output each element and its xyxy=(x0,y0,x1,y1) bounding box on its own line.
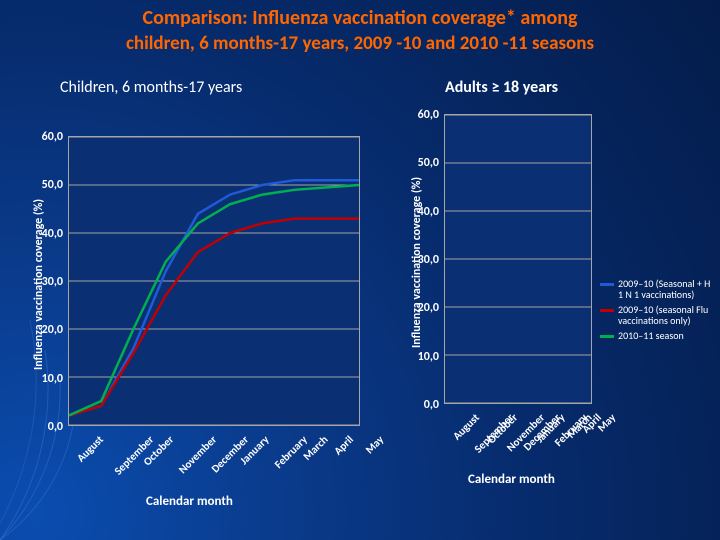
y-tick: 20,0 xyxy=(42,323,63,337)
slide-title: Comparison: Influenza vaccination covera… xyxy=(0,6,720,55)
y-tick: 20,0 xyxy=(418,301,439,315)
legend-swatch xyxy=(600,335,614,338)
y-tick: 10,0 xyxy=(42,372,63,386)
plot-area-left: 0,010,020,030,040,050,060,0 AugustSeptem… xyxy=(68,136,360,426)
series-line xyxy=(69,219,359,416)
legend: 2009–10 (Seasonal + H 1 N 1 vaccinations… xyxy=(600,278,714,345)
chart-children: Influenza vaccination coverage (%) 0,010… xyxy=(26,130,386,510)
slide-root: Comparison: Influenza vaccination covera… xyxy=(0,0,720,540)
y-tick: 0,0 xyxy=(424,398,439,412)
legend-item: 2009–10 (Seasonal + H 1 N 1 vaccinations… xyxy=(600,278,714,300)
x-label: April xyxy=(331,433,356,458)
y-tick: 30,0 xyxy=(418,253,439,267)
y-tick: 0,0 xyxy=(48,420,63,434)
subtitle-adults: Adults ≥ 18 years xyxy=(445,78,558,97)
y-tick: 60,0 xyxy=(42,130,63,144)
y-tick: 60,0 xyxy=(418,108,439,122)
legend-swatch xyxy=(600,283,614,286)
legend-item: 2010–11 season xyxy=(600,330,714,341)
legend-label: 2009–10 (Seasonal + H 1 N 1 vaccinations… xyxy=(618,278,714,300)
x-label: August xyxy=(74,433,106,465)
subtitle-children: Children, 6 months-17 years xyxy=(60,78,242,97)
title-line1: Comparison: Influenza vaccination covera… xyxy=(0,6,720,30)
plot-area-right: 0,010,020,030,040,050,060,0 AugustSeptem… xyxy=(444,114,592,404)
y-tick: 50,0 xyxy=(42,178,63,192)
x-label: May xyxy=(363,433,386,456)
chart-svg-right xyxy=(445,115,591,403)
series-line xyxy=(69,180,359,415)
y-tick: 50,0 xyxy=(418,156,439,170)
legend-item: 2009–10 (seasonal Flu vaccinations only) xyxy=(600,304,714,326)
x-label: August xyxy=(450,411,482,443)
legend-label: 2009–10 (seasonal Flu vaccinations only) xyxy=(618,304,714,326)
x-axis-title-left: Calendar month xyxy=(146,494,233,509)
x-axis-title-right: Calendar month xyxy=(468,472,555,487)
legend-label: 2010–11 season xyxy=(618,330,684,341)
chart-svg-left xyxy=(69,137,359,425)
y-tick: 40,0 xyxy=(42,227,63,241)
title-line2: children, 6 months-17 years, 2009 -10 an… xyxy=(0,32,720,55)
legend-swatch xyxy=(600,309,614,312)
y-tick: 40,0 xyxy=(418,205,439,219)
y-tick: 10,0 xyxy=(418,350,439,364)
y-tick: 30,0 xyxy=(42,275,63,289)
